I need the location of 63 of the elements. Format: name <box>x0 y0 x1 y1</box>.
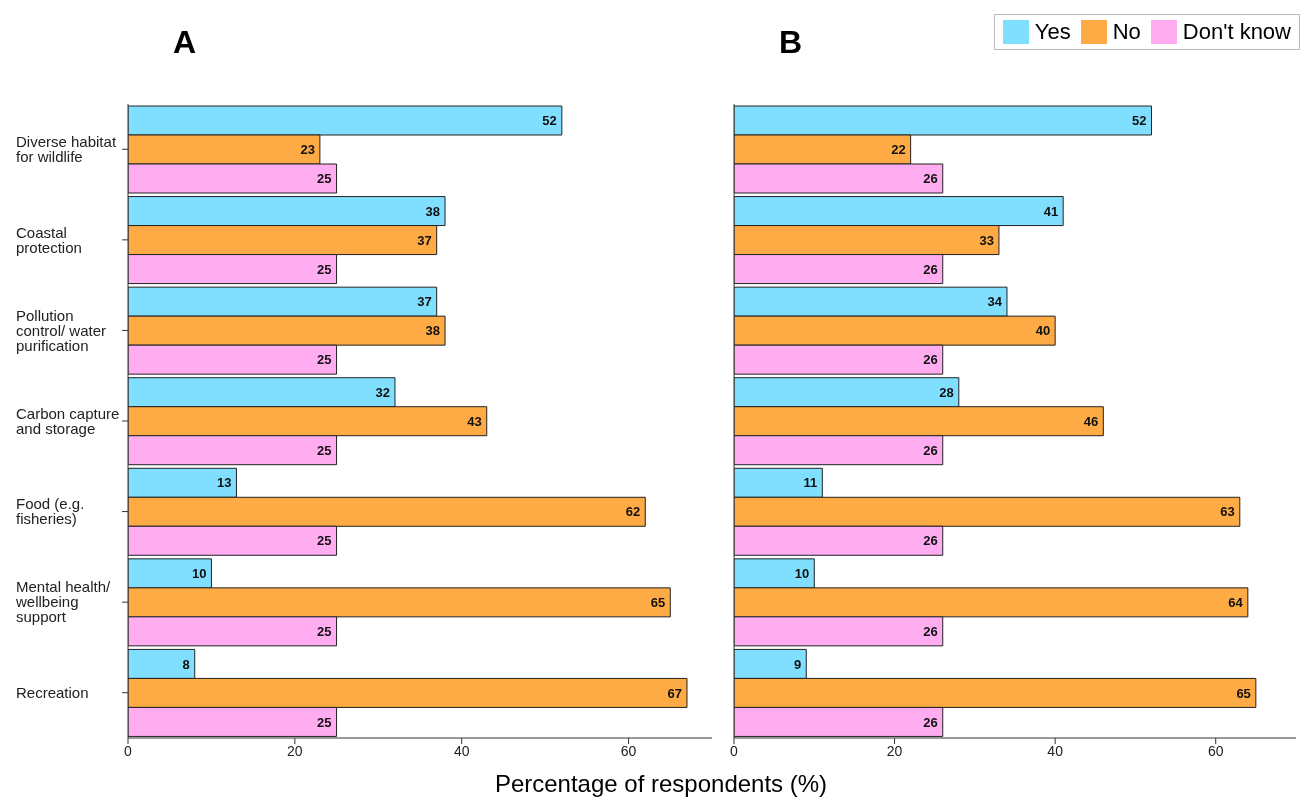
data-label: 26 <box>923 261 938 277</box>
data-label: 38 <box>425 323 441 339</box>
data-label: 22 <box>891 142 906 158</box>
data-label: 26 <box>923 352 938 368</box>
y-tick-label: Food (e.g. fisheries) <box>16 495 85 528</box>
data-label: 10 <box>191 565 207 581</box>
data-label: 26 <box>923 442 938 458</box>
data-label: 26 <box>923 171 938 187</box>
data-label: 25 <box>317 533 332 549</box>
data-label: 10 <box>794 565 810 581</box>
data-label: 38 <box>425 203 441 219</box>
data-label: 25 <box>317 352 332 368</box>
data-label: 37 <box>417 232 432 248</box>
data-label: 52 <box>542 113 557 129</box>
data-label: 32 <box>375 384 390 400</box>
data-label: 65 <box>1236 685 1251 701</box>
data-label: 64 <box>1228 594 1244 610</box>
legend-label: Yes <box>1034 19 1071 45</box>
data-label: 33 <box>979 232 994 248</box>
chart-title: A <box>173 24 197 61</box>
chart-title: B <box>779 24 803 61</box>
data-label: 41 <box>1043 203 1059 219</box>
data-label: 37 <box>417 294 432 310</box>
y-tick-label: Pollution control/ water purification <box>16 306 107 354</box>
data-label: 25 <box>317 171 332 187</box>
y-tick-label: Diverse habitat for wildlife <box>16 133 117 166</box>
data-label: 26 <box>923 533 938 549</box>
data-label: 26 <box>923 714 938 730</box>
data-label: 62 <box>625 504 641 520</box>
data-label: 25 <box>317 261 332 277</box>
x-tick-label: 60 <box>620 742 637 759</box>
data-label: 25 <box>317 442 332 458</box>
x-tick-label: 20 <box>886 742 903 759</box>
data-label: 8 <box>182 656 190 672</box>
legend-label: No <box>1112 19 1141 45</box>
y-tick-label: Mental health/ wellbeing support <box>15 578 112 626</box>
data-label: 65 <box>650 594 666 610</box>
data-label: 11 <box>803 475 818 491</box>
data-label: 28 <box>939 384 954 400</box>
x-tick-label: 40 <box>453 742 470 759</box>
data-label: 67 <box>667 685 682 701</box>
data-label: 23 <box>300 142 315 158</box>
data-label: 46 <box>1083 413 1099 429</box>
data-label: 9 <box>794 656 802 672</box>
data-label: 52 <box>1132 113 1147 129</box>
legend-label: Don't know <box>1182 19 1291 45</box>
x-tick-label: 0 <box>124 742 133 759</box>
y-tick-label: Recreation <box>16 684 89 702</box>
data-label: 25 <box>317 714 332 730</box>
data-label: 63 <box>1220 504 1235 520</box>
data-label: 43 <box>467 413 482 429</box>
data-label: 13 <box>216 475 232 491</box>
x-tick-label: 0 <box>730 742 739 759</box>
data-label: 40 <box>1035 323 1051 339</box>
x-tick-label: 40 <box>1047 742 1064 759</box>
x-tick-label: 20 <box>287 742 303 759</box>
data-label: 25 <box>317 623 332 639</box>
data-label: 34 <box>987 294 1003 310</box>
x-tick-label: 60 <box>1207 742 1224 759</box>
data-label: 26 <box>923 623 938 639</box>
y-tick-label: Coastal protection <box>16 223 82 256</box>
y-tick-label: Carbon capture and storage <box>16 404 120 437</box>
x-axis-title: Percentage of respondents (%) <box>493 770 829 798</box>
